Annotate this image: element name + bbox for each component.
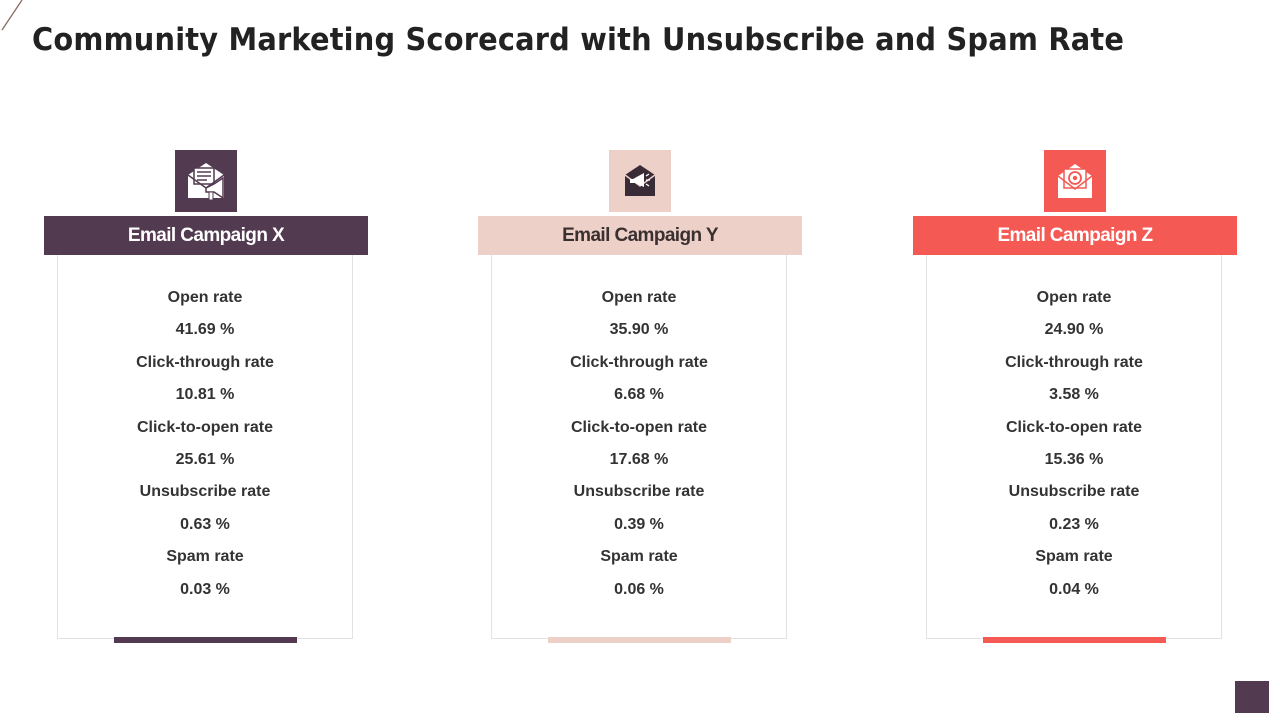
metric-label: Spam rate (600, 548, 678, 566)
metric-value: 25.61 % (175, 450, 235, 468)
metric-label: Click-to-open rate (570, 418, 707, 436)
metric-label: Unsubscribe rate (573, 483, 705, 501)
metric-label: Unsubscribe rate (139, 483, 271, 501)
metric-value: 15.36 % (1044, 450, 1104, 468)
metric-label: Click-through rate (570, 353, 708, 371)
metric-value: 24.90 % (1044, 321, 1104, 339)
metric-value: 0.03 % (180, 580, 230, 598)
metric-value: 6.68 % (614, 386, 664, 404)
metric-value: 41.69 % (175, 321, 235, 339)
metric-label: Open rate (601, 289, 677, 306)
campaign-card-y: Email Campaign Y Open rate 35.90 % Click… (478, 150, 802, 645)
metric-value: 10.81 % (175, 386, 235, 404)
metric-label: Open rate (167, 289, 243, 306)
campaign-card-z: Email Campaign Z Open rate 24.90 % Click… (913, 150, 1237, 645)
email-at-icon (1044, 150, 1106, 212)
metric-label: Click-to-open rate (1005, 418, 1142, 436)
metric-value: 0.06 % (614, 580, 664, 598)
metric-label: Open rate (1036, 289, 1112, 306)
corner-accent-square (1235, 681, 1269, 713)
campaign-card-x: Email Campaign X Open rate 41.69 % Click… (44, 150, 368, 645)
metric-label: Unsubscribe rate (1008, 483, 1140, 501)
metric-value: 0.39 % (614, 515, 664, 533)
metric-value: 0.04 % (1049, 580, 1099, 598)
metric-value: 35.90 % (609, 321, 669, 339)
metric-value: 0.63 % (180, 515, 230, 533)
accent-bar (983, 637, 1166, 643)
metric-value: 3.58 % (1049, 386, 1099, 404)
metric-label: Click-to-open rate (136, 418, 273, 436)
envelope-megaphone-icon (609, 150, 671, 212)
metric-value: 17.68 % (609, 450, 669, 468)
metric-value: 0.23 % (1049, 515, 1099, 533)
metric-label: Spam rate (166, 548, 244, 566)
envelope-megaphone-icon (175, 150, 237, 212)
metric-label: Spam rate (1035, 548, 1113, 566)
metrics-card: Open rate 35.90 % Click-through rate 6.6… (491, 255, 787, 639)
metrics-card: Open rate 24.90 % Click-through rate 3.5… (926, 255, 1222, 639)
campaign-header: Email Campaign Z (913, 216, 1237, 255)
metric-label: Click-through rate (136, 353, 274, 371)
corner-accent-line (1, 0, 23, 31)
campaign-header: Email Campaign X (44, 216, 368, 255)
accent-bar (114, 637, 297, 643)
campaign-header: Email Campaign Y (478, 216, 802, 255)
accent-bar (548, 637, 731, 643)
page-title: Community Marketing Scorecard with Unsub… (32, 22, 1125, 58)
metrics-card: Open rate 41.69 % Click-through rate 10.… (57, 255, 353, 639)
metric-label: Click-through rate (1005, 353, 1143, 371)
